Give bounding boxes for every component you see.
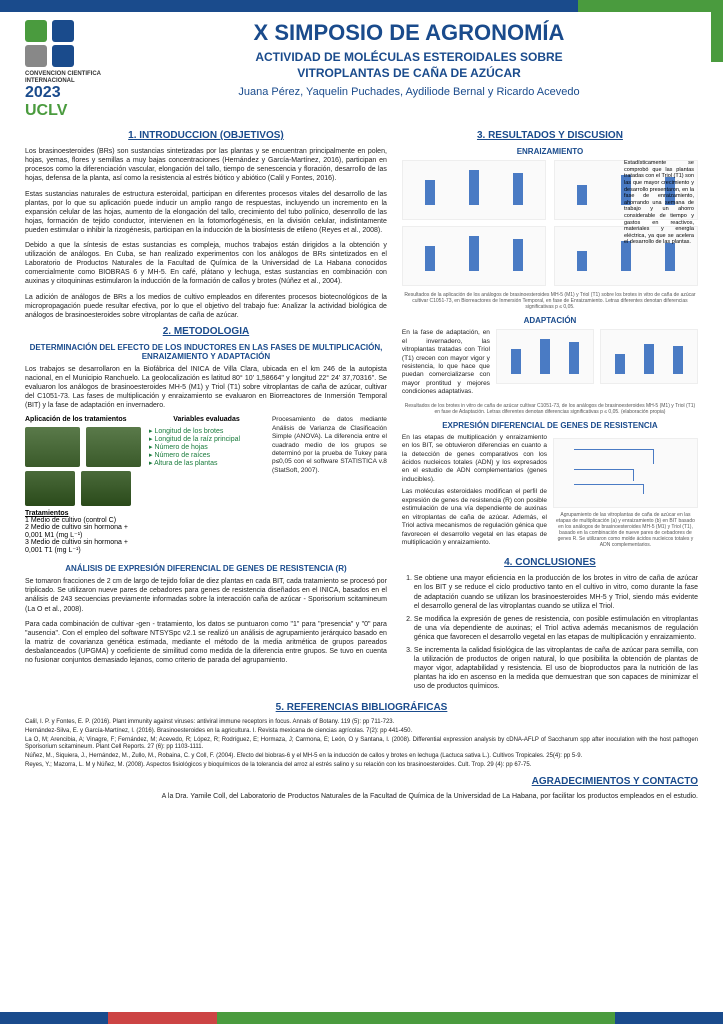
vars-list: Longitud de los brotes Longitud de la ra… — [149, 427, 264, 467]
photo-3 — [25, 471, 75, 506]
refs-title: 5. REFERENCIAS BIBLIOGRÁFICAS — [25, 702, 698, 713]
border-bottom — [0, 1012, 723, 1024]
dend-caption: Agrupamiento de las vitroplantas de caña… — [553, 512, 698, 548]
ack-text: A la Dra. Yamile Coll, del Laboratorio d… — [25, 793, 698, 800]
chart-adapt-1 — [496, 329, 594, 384]
refs-list: Calil, I. P. y Fontes, E. P. (2016). Pla… — [25, 719, 698, 770]
subtitle2: VITROPLANTAS DE CAÑA DE AZÚCAR — [120, 66, 698, 80]
adapt-title: ADAPTACIÓN — [402, 316, 698, 325]
header: CONVENCION CIENTIFICA INTERNACIONAL 2023… — [25, 20, 698, 120]
logo-convention: CONVENCION CIENTIFICA INTERNACIONAL — [25, 71, 105, 84]
intro-p2: Estas sustancias naturales de estructura… — [25, 190, 387, 235]
intro-title: 1. INTRODUCCION (OBJETIVOS) — [25, 130, 387, 141]
expr-p1: En las etapas de multiplicación y enraiz… — [402, 434, 547, 485]
metodo-p1: Los trabajos se desarrollaron en la Biof… — [25, 365, 387, 410]
analisis-p2: Para cada combinación de cultivar -gen -… — [25, 620, 387, 665]
chart-caption-1: Resultados de la aplicación de los análo… — [402, 292, 698, 310]
chart-enraiz-1 — [402, 160, 546, 220]
adapt-caption: Resultados de los brotes in vitro de cañ… — [402, 403, 698, 415]
logo-year: 2023 — [25, 84, 105, 102]
ack-title: AGRADECIMIENTOS Y CONTACTO — [25, 776, 698, 787]
border-right — [711, 12, 723, 62]
enraiz-side: Estadísticamente se comprobó que las pla… — [624, 160, 694, 246]
concl-title: 4. CONCLUSIONES — [402, 557, 698, 568]
metodo-proc: Procesamiento de datos mediante Análisis… — [272, 416, 387, 475]
authors: Juana Pérez, Yaquelin Puchades, Aydiliod… — [120, 86, 698, 98]
border-top — [0, 0, 723, 12]
main-title: X SIMPOSIO DE AGRONOMÍA — [120, 20, 698, 46]
vars-label: Variables evaluadas — [149, 416, 264, 423]
subtitle1: ACTIVIDAD DE MOLÉCULAS ESTEROIDALES SOBR… — [120, 50, 698, 64]
chart-adapt-2 — [600, 329, 698, 384]
aplicacion-label: Aplicación de los tratamientos — [25, 416, 141, 423]
metodo-sub: DETERMINACIÓN DEL EFECTO DE LOS INDUCTOR… — [25, 343, 387, 361]
photo-1 — [25, 427, 80, 467]
dendrogram — [553, 438, 698, 508]
analisis-title: ANÁLISIS DE EXPRESIÓN DIFERENCIAL DE GEN… — [25, 564, 387, 573]
photo-2 — [86, 427, 141, 467]
intro-p1: Los brasinoesteroides (BRs) son sustanci… — [25, 147, 387, 183]
conclusions-list: Se obtiene una mayor eficiencia en la pr… — [402, 574, 698, 691]
tratamientos: Tratamientos 1 Medio de cultivo (control… — [25, 510, 141, 554]
adapt-text: En la fase de adaptación, en el invernad… — [402, 329, 490, 397]
expr-title: EXPRESIÓN DIFERENCIAL DE GENES DE RESIST… — [402, 421, 698, 430]
enraiz-title: ENRAIZAMIENTO — [402, 147, 698, 156]
intro-p3: Debido a que la síntesis de estas sustan… — [25, 241, 387, 286]
photo-4 — [81, 471, 131, 506]
analisis-p1: Se tomaron fracciones de 2 cm de largo d… — [25, 577, 387, 613]
expr-p2: Las moléculas esteroidales modifican el … — [402, 488, 547, 547]
results-title: 3. RESULTADOS Y DISCUSION — [402, 130, 698, 141]
logo-org: UCLV — [25, 102, 105, 120]
metodo-title: 2. METODOLOGIA — [25, 326, 387, 337]
intro-p4: La adición de análogos de BRs a los medi… — [25, 293, 387, 320]
chart-enraiz-3 — [402, 226, 546, 286]
logo: CONVENCION CIENTIFICA INTERNACIONAL 2023… — [25, 20, 105, 120]
